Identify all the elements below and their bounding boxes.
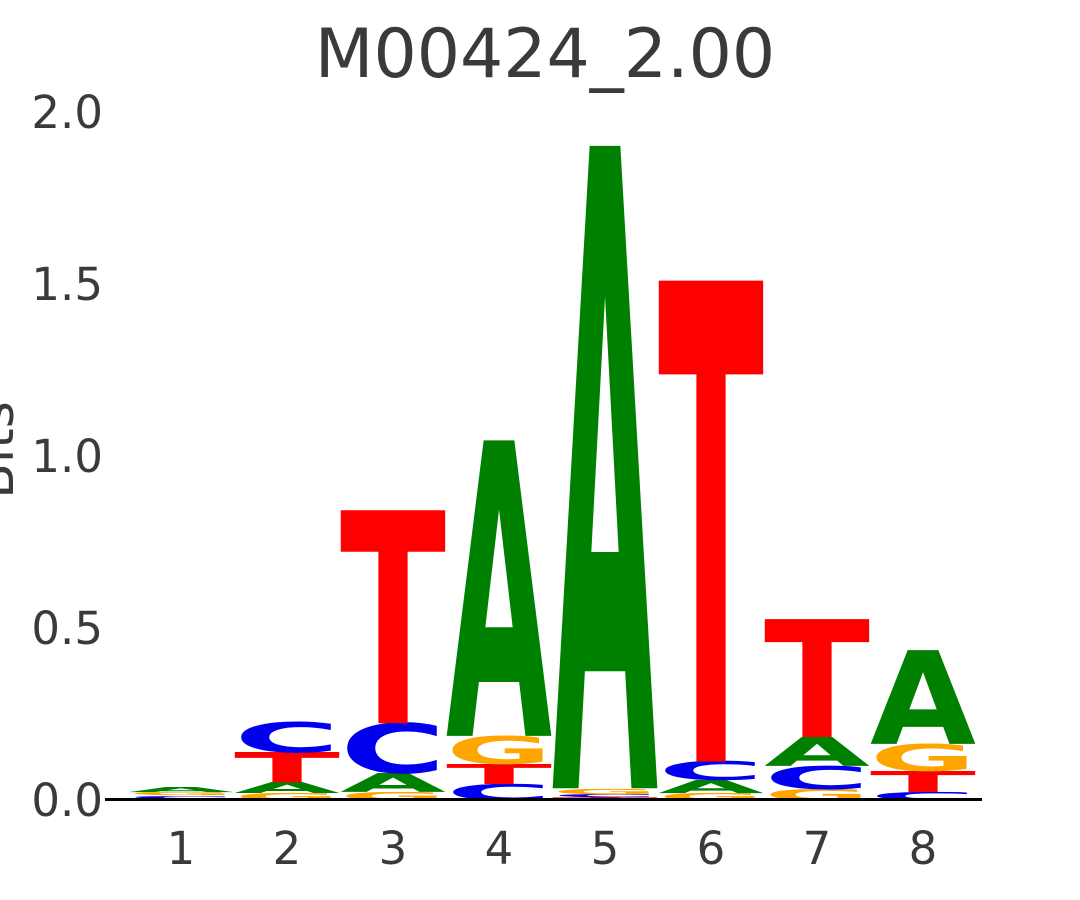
svg-text:T: T xyxy=(764,588,870,776)
logo-letter-C-pos7: C xyxy=(764,760,870,797)
logo-letter-A-pos7: A xyxy=(764,729,870,775)
svg-text:C: C xyxy=(552,793,658,798)
logo-letter-T-pos2: T xyxy=(234,744,340,792)
svg-text:C: C xyxy=(658,756,764,786)
logo-letter-A-pos4: A xyxy=(446,361,553,833)
logo-letter-A-pos3: A xyxy=(340,768,446,798)
logo-letter-T-pos8: T xyxy=(870,766,976,799)
x-tick-label-8: 8 xyxy=(908,822,938,875)
logo-letter-T-pos7: T xyxy=(764,588,870,776)
svg-text:G: G xyxy=(658,791,764,802)
svg-text:T: T xyxy=(658,150,765,900)
x-tick-label-7: 7 xyxy=(802,822,832,875)
logo-letter-A-pos8: A xyxy=(870,626,976,775)
svg-text:G: G xyxy=(234,791,340,802)
svg-text:A: A xyxy=(446,361,553,833)
svg-text:C: C xyxy=(764,760,870,797)
logo-letter-G-pos5: G xyxy=(552,787,658,795)
logo-letter-C-pos5: C xyxy=(552,793,658,798)
logo-letter-C-pos2: C xyxy=(234,713,340,761)
svg-text:A: A xyxy=(552,0,659,900)
svg-text:T: T xyxy=(446,759,552,791)
logo-letter-G-pos8: G xyxy=(870,737,976,780)
logo-letter-C-pos1: C xyxy=(128,795,234,799)
x-tick-label-6: 6 xyxy=(696,822,726,875)
x-axis-baseline xyxy=(105,798,982,801)
x-tick-label-4: 4 xyxy=(484,822,514,875)
x-tick-label-3: 3 xyxy=(378,822,408,875)
svg-text:G: G xyxy=(870,737,976,780)
svg-text:G: G xyxy=(128,792,234,797)
logo-letter-T-pos6: T xyxy=(658,150,765,900)
y-tick-label-1.5: 1.5 xyxy=(31,258,103,311)
svg-text:T: T xyxy=(234,744,340,792)
svg-text:A: A xyxy=(870,626,976,775)
y-tick-label-2.0: 2.0 xyxy=(31,86,103,139)
x-tick-label-5: 5 xyxy=(590,822,620,875)
logo-letter-T-pos3: T xyxy=(340,452,446,793)
svg-text:C: C xyxy=(128,795,234,799)
logo-letter-T-pos4: T xyxy=(446,759,552,791)
svg-text:A: A xyxy=(234,779,340,796)
svg-text:A: A xyxy=(764,729,870,775)
x-tick-label-2: 2 xyxy=(272,822,302,875)
logo-letter-G-pos6: G xyxy=(658,791,764,802)
y-tick-label-0.5: 0.5 xyxy=(31,602,103,655)
logo-letter-A-pos1: A xyxy=(128,786,234,794)
svg-text:C: C xyxy=(234,713,340,761)
logo-letter-A-pos2: A xyxy=(234,779,340,796)
logo-letter-C-pos6: C xyxy=(658,756,764,786)
logo-letter-C-pos3: C xyxy=(340,710,446,790)
svg-text:G: G xyxy=(446,729,552,773)
svg-text:A: A xyxy=(340,768,446,798)
y-tick-label-0.0: 0.0 xyxy=(31,774,103,827)
svg-text:A: A xyxy=(658,777,765,798)
logo-letter-A-pos5: A xyxy=(552,0,659,900)
logo-letter-G-pos2: G xyxy=(234,791,340,802)
x-tick-label-1: 1 xyxy=(166,822,196,875)
y-tick-label-1.0: 1.0 xyxy=(31,430,103,483)
logo-letter-A-pos6: A xyxy=(658,777,765,798)
logo-letter-C-pos4: C xyxy=(446,780,552,806)
svg-text:T: T xyxy=(870,766,976,799)
svg-text:T: T xyxy=(340,452,446,793)
logo-letter-G-pos1: G xyxy=(128,792,234,797)
svg-text:C: C xyxy=(446,780,552,806)
logo-letter-G-pos4: G xyxy=(446,729,552,773)
svg-text:C: C xyxy=(340,710,446,790)
plot-title: M00424_2.00 xyxy=(314,15,776,94)
svg-text:A: A xyxy=(128,786,234,794)
svg-text:G: G xyxy=(552,787,658,795)
